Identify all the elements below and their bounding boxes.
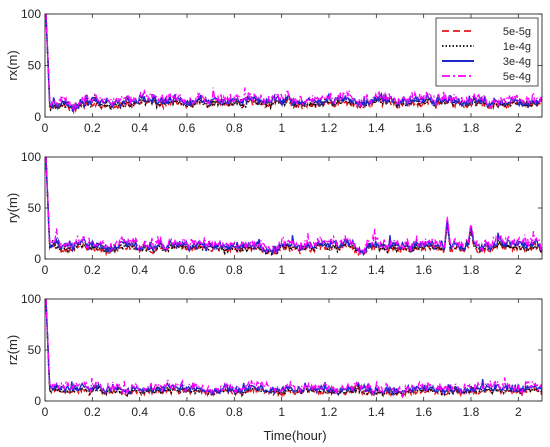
series-line-2	[45, 299, 542, 398]
y-axis-label: rz(m)	[5, 335, 20, 365]
legend-entry-4: 5e-4g	[442, 71, 531, 83]
legend: 5e-5g 1e-4g 3e-4g 5e-4g	[435, 17, 539, 87]
x-tick-label: 1.8	[463, 405, 480, 419]
x-tick-label: 1.8	[463, 121, 480, 135]
series-lines	[45, 14, 542, 115]
x-tick-label: 2	[515, 405, 522, 419]
x-tick-label: 1.6	[415, 121, 432, 135]
series-lines	[45, 157, 542, 257]
x-tick-label: 0	[42, 121, 49, 135]
x-tick-label: 0	[42, 263, 49, 277]
x-tick-label: 1.6	[415, 263, 432, 277]
x-tick-label: 1.4	[368, 405, 385, 419]
series-line-3	[45, 299, 542, 398]
x-tick-label: 0.4	[131, 121, 148, 135]
x-tick-label: 0.8	[226, 263, 243, 277]
x-tick-label: 0.2	[84, 263, 101, 277]
series-line-3	[45, 14, 542, 112]
legend-box	[435, 17, 539, 87]
x-tick-label: 0.2	[84, 405, 101, 419]
x-tick-label: 0.2	[84, 121, 101, 135]
x-tick-label: 0.6	[179, 263, 196, 277]
legend-entry-1: 5e-5g	[442, 26, 531, 38]
subplot-3: 0 0.2 0.4 0.6 0.8 1 1.2 1.4 1.6 1.8 2 0 50 100 rz(m)	[5, 292, 543, 419]
series-line-1	[45, 299, 542, 399]
x-axis-label: Time(hour)	[263, 428, 326, 443]
x-tick-label: 1	[278, 263, 285, 277]
series-line-2	[45, 14, 542, 113]
y-tick-label: 100	[21, 292, 41, 306]
y-axis-label: ry(m)	[5, 193, 20, 223]
y-tick-label: 100	[21, 7, 41, 21]
x-tick-label: 0.8	[226, 121, 243, 135]
y-tick-label: 0	[34, 252, 41, 266]
series-line-4	[45, 157, 542, 255]
y-tick-label: 100	[21, 150, 41, 164]
x-tick-label: 0.6	[179, 405, 196, 419]
legend-label-2: 1e-4g	[503, 41, 531, 53]
x-tick-label: 0.4	[131, 263, 148, 277]
x-tick-label: 1.2	[321, 405, 338, 419]
series-line-4	[45, 14, 542, 112]
subplot-2: 0 0.2 0.4 0.6 0.8 1 1.2 1.4 1.6 1.8 2 0 50 100 ry(m)	[5, 150, 543, 277]
legend-entry-3: 3e-4g	[442, 56, 531, 68]
y-tick-label: 50	[28, 59, 42, 73]
series-line-3	[45, 157, 542, 256]
x-tick-label: 1.4	[368, 263, 385, 277]
legend-entry-2: 1e-4g	[442, 41, 531, 53]
subplot-1: 0 0.2 0.4 0.6 0.8 1 1.2 1.4 1.6 1.8 2 0 50 100 rx(m)	[5, 7, 543, 135]
x-tick-label: 1	[278, 121, 285, 135]
x-tick-label: 1	[278, 405, 285, 419]
x-tick-label: 1.4	[368, 121, 385, 135]
x-tick-label: 0.6	[179, 121, 196, 135]
legend-label-4: 5e-4g	[503, 71, 531, 83]
x-tick-label: 0.4	[131, 405, 148, 419]
x-tick-label: 1.8	[463, 263, 480, 277]
series-line-4	[45, 299, 542, 399]
x-tick-label: 0.8	[226, 405, 243, 419]
x-tick-label: 2	[515, 121, 522, 135]
x-tick-label: 1.2	[321, 263, 338, 277]
y-tick-label: 0	[34, 394, 41, 408]
x-tick-label: 1.2	[321, 121, 338, 135]
y-tick-label: 50	[28, 343, 42, 357]
x-tick-label: 1.6	[415, 405, 432, 419]
series-lines	[45, 299, 542, 399]
x-tick-label: 0	[42, 405, 49, 419]
x-tick-label: 2	[515, 263, 522, 277]
legend-label-3: 3e-4g	[503, 56, 531, 68]
legend-label-1: 5e-5g	[503, 26, 531, 38]
y-axis-label: rx(m)	[5, 50, 20, 80]
y-tick-label: 0	[34, 110, 41, 124]
y-tick-label: 50	[28, 201, 42, 215]
